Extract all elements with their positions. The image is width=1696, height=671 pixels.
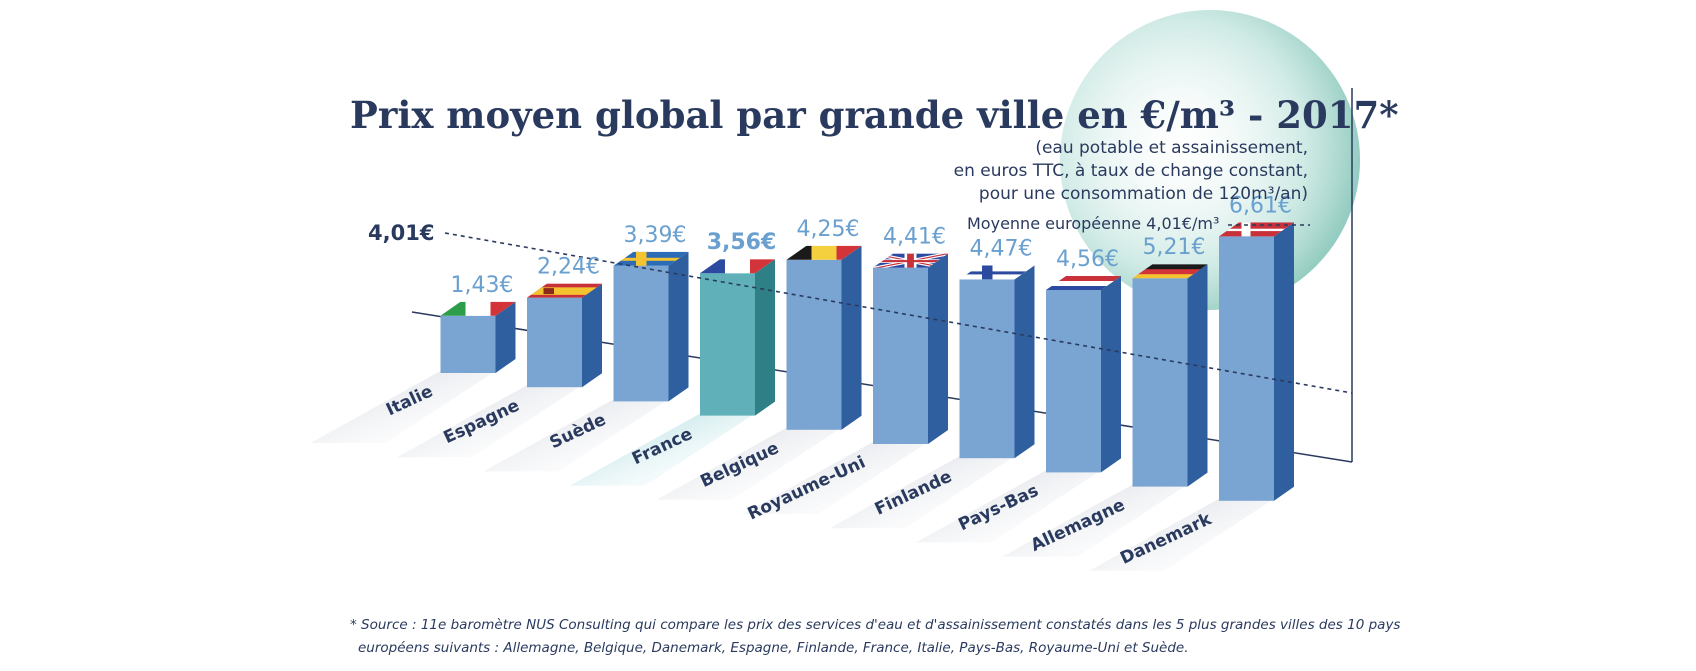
bar-royaume-uni <box>873 253 948 444</box>
bar-pays-bas <box>1046 276 1121 473</box>
bar-front-belgique <box>786 259 842 430</box>
value-label-allemagne: 5,21€ <box>1143 235 1206 260</box>
bar-front-royaume-uni <box>873 267 928 444</box>
bar-front-danemark <box>1219 236 1274 501</box>
average-legend-label: Moyenne européenne 4,01€/m³ <box>967 214 1219 233</box>
bar-side-italie <box>495 301 516 373</box>
chart-title: Prix moyen global par grande ville en €/… <box>350 93 1399 137</box>
bar-shadow-danemark <box>1089 498 1274 571</box>
subtitle-line-3: pour une consommation de 120m³/an) <box>979 184 1308 204</box>
bar-shadow-royaume-uni <box>743 442 928 514</box>
bar-front-allemagne <box>1132 278 1188 487</box>
bar-italie <box>440 301 516 373</box>
bar-su-de <box>613 251 689 402</box>
bar-france <box>700 259 775 416</box>
value-label-espagne: 2,24€ <box>537 255 600 280</box>
footnote-line-1: * Source : 11e baromètre NUS Consulting … <box>350 617 1400 633</box>
bar-shadow-allemagne <box>1002 484 1188 557</box>
value-label-pays-bas: 4,56€ <box>1056 247 1119 272</box>
bar-espagne <box>527 283 602 388</box>
value-label-royaume-uni: 4,41€ <box>883 225 946 250</box>
bar-side-su-de <box>668 251 689 402</box>
bar-belgique <box>786 245 862 430</box>
value-label-italie: 1,43€ <box>451 273 514 298</box>
bar-finlande <box>959 265 1035 459</box>
value-label-su-de: 3,39€ <box>624 223 687 248</box>
sweden-flag <box>613 251 689 266</box>
bar-side-danemark <box>1274 222 1294 501</box>
bar-shadow-su-de <box>483 399 669 472</box>
bar-side-royaume-uni <box>928 253 948 444</box>
bar-side-france <box>755 259 775 416</box>
bar-danemark <box>1219 222 1294 501</box>
bar-allemagne <box>1132 264 1208 487</box>
bar-side-pays-bas <box>1101 276 1121 473</box>
bar-side-belgique <box>841 245 862 430</box>
bar-shadow-finlande <box>829 456 1015 529</box>
denmark-flag <box>1219 222 1294 237</box>
germany-flag <box>1132 264 1208 279</box>
bar-front-finlande <box>959 279 1015 459</box>
bar-shadow-france <box>570 413 755 486</box>
subtitle-line-2: en euros TTC, à taux de change constant, <box>954 161 1308 181</box>
value-label-france: 3,56€ <box>707 230 777 255</box>
bar-shadow-espagne <box>397 385 582 458</box>
bar-front-italie <box>440 315 496 373</box>
bar-side-espagne <box>582 283 602 388</box>
value-label-danemark: 6,61€ <box>1229 193 1292 218</box>
bar-shadow-belgique <box>656 427 842 500</box>
value-label-finlande: 4,47€ <box>970 236 1033 261</box>
value-label-belgique: 4,25€ <box>797 217 860 242</box>
footnote-line-2: européens suivants : Allemagne, Belgique… <box>358 640 1189 656</box>
netherlands-flag <box>1046 276 1121 290</box>
subtitle-line-1: (eau potable et assainissement, <box>1035 138 1308 158</box>
bar-shadow-italie <box>310 371 496 443</box>
bar-front-france <box>700 273 755 416</box>
average-value-label: 4,01€ <box>368 221 434 245</box>
spain-flag <box>527 283 602 298</box>
bar-front-su-de <box>613 265 669 402</box>
bar-side-finlande <box>1014 265 1035 459</box>
finland-flag <box>959 265 1035 280</box>
bar-shadow-pays-bas <box>916 470 1101 543</box>
average-line <box>444 232 1353 394</box>
uk-flag <box>873 253 948 268</box>
bar-front-espagne <box>527 297 582 388</box>
bar-front-pays-bas <box>1046 290 1101 473</box>
bar-side-allemagne <box>1187 264 1208 487</box>
